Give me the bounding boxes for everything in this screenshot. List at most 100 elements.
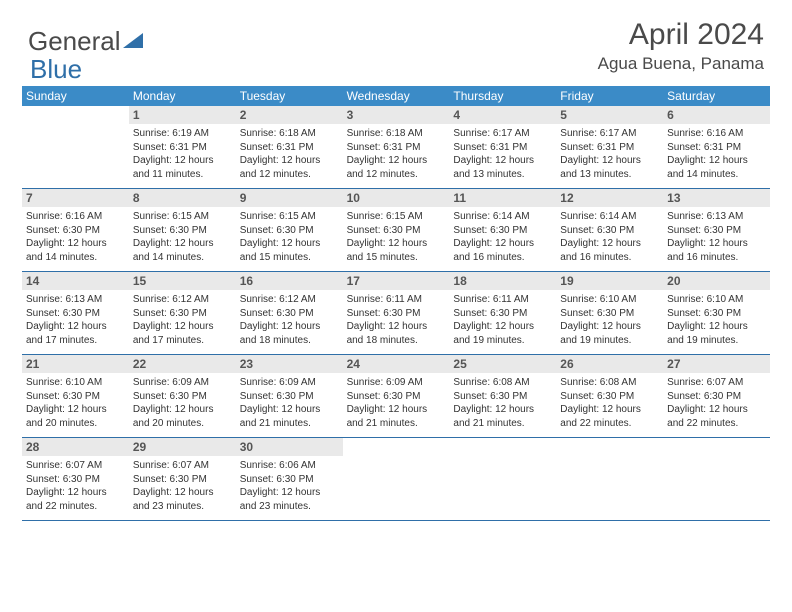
day-details: Sunrise: 6:15 AMSunset: 6:30 PMDaylight:… xyxy=(129,207,236,268)
weekday-header: Saturday xyxy=(663,86,770,106)
logo: General xyxy=(28,18,145,57)
title-block: April 2024 Agua Buena, Panama xyxy=(598,18,764,74)
day-number: 22 xyxy=(129,355,236,373)
day-details: Sunrise: 6:08 AMSunset: 6:30 PMDaylight:… xyxy=(556,373,663,434)
calendar-day: 18Sunrise: 6:11 AMSunset: 6:30 PMDayligh… xyxy=(449,272,556,354)
calendar-day-empty xyxy=(449,438,556,520)
calendar-day: 3Sunrise: 6:18 AMSunset: 6:31 PMDaylight… xyxy=(343,106,450,188)
day-details: Sunrise: 6:07 AMSunset: 6:30 PMDaylight:… xyxy=(129,456,236,517)
day-details: Sunrise: 6:13 AMSunset: 6:30 PMDaylight:… xyxy=(663,207,770,268)
day-details: Sunrise: 6:15 AMSunset: 6:30 PMDaylight:… xyxy=(236,207,343,268)
calendar-week: 28Sunrise: 6:07 AMSunset: 6:30 PMDayligh… xyxy=(22,438,770,521)
day-details: Sunrise: 6:19 AMSunset: 6:31 PMDaylight:… xyxy=(129,124,236,185)
day-number: 4 xyxy=(449,106,556,124)
logo-text-blue: Blue xyxy=(30,54,82,85)
day-number: 6 xyxy=(663,106,770,124)
day-details: Sunrise: 6:12 AMSunset: 6:30 PMDaylight:… xyxy=(236,290,343,351)
calendar-day: 12Sunrise: 6:14 AMSunset: 6:30 PMDayligh… xyxy=(556,189,663,271)
day-number xyxy=(449,438,556,442)
month-title: April 2024 xyxy=(598,18,764,52)
day-details: Sunrise: 6:12 AMSunset: 6:30 PMDaylight:… xyxy=(129,290,236,351)
calendar-week: 14Sunrise: 6:13 AMSunset: 6:30 PMDayligh… xyxy=(22,272,770,355)
triangle-icon xyxy=(123,26,145,57)
calendar-body: 1Sunrise: 6:19 AMSunset: 6:31 PMDaylight… xyxy=(22,106,770,521)
day-details: Sunrise: 6:15 AMSunset: 6:30 PMDaylight:… xyxy=(343,207,450,268)
header: General April 2024 Agua Buena, Panama xyxy=(0,0,792,80)
day-number xyxy=(343,438,450,442)
calendar-day: 2Sunrise: 6:18 AMSunset: 6:31 PMDaylight… xyxy=(236,106,343,188)
calendar-day: 10Sunrise: 6:15 AMSunset: 6:30 PMDayligh… xyxy=(343,189,450,271)
calendar-day: 22Sunrise: 6:09 AMSunset: 6:30 PMDayligh… xyxy=(129,355,236,437)
day-number: 14 xyxy=(22,272,129,290)
weekday-header: Wednesday xyxy=(343,86,450,106)
day-number: 25 xyxy=(449,355,556,373)
day-details: Sunrise: 6:11 AMSunset: 6:30 PMDaylight:… xyxy=(449,290,556,351)
calendar-week: 21Sunrise: 6:10 AMSunset: 6:30 PMDayligh… xyxy=(22,355,770,438)
day-details: Sunrise: 6:18 AMSunset: 6:31 PMDaylight:… xyxy=(236,124,343,185)
calendar-day: 29Sunrise: 6:07 AMSunset: 6:30 PMDayligh… xyxy=(129,438,236,520)
day-details: Sunrise: 6:16 AMSunset: 6:31 PMDaylight:… xyxy=(663,124,770,185)
calendar-day: 7Sunrise: 6:16 AMSunset: 6:30 PMDaylight… xyxy=(22,189,129,271)
calendar-day: 4Sunrise: 6:17 AMSunset: 6:31 PMDaylight… xyxy=(449,106,556,188)
calendar-day: 16Sunrise: 6:12 AMSunset: 6:30 PMDayligh… xyxy=(236,272,343,354)
calendar-day: 13Sunrise: 6:13 AMSunset: 6:30 PMDayligh… xyxy=(663,189,770,271)
calendar-day: 14Sunrise: 6:13 AMSunset: 6:30 PMDayligh… xyxy=(22,272,129,354)
day-number: 27 xyxy=(663,355,770,373)
calendar-day: 24Sunrise: 6:09 AMSunset: 6:30 PMDayligh… xyxy=(343,355,450,437)
calendar-day: 9Sunrise: 6:15 AMSunset: 6:30 PMDaylight… xyxy=(236,189,343,271)
day-number: 26 xyxy=(556,355,663,373)
day-details: Sunrise: 6:14 AMSunset: 6:30 PMDaylight:… xyxy=(556,207,663,268)
day-number: 28 xyxy=(22,438,129,456)
day-number xyxy=(663,438,770,442)
calendar-day: 17Sunrise: 6:11 AMSunset: 6:30 PMDayligh… xyxy=(343,272,450,354)
day-number: 12 xyxy=(556,189,663,207)
weekday-header: Friday xyxy=(556,86,663,106)
day-number: 30 xyxy=(236,438,343,456)
calendar-week: 7Sunrise: 6:16 AMSunset: 6:30 PMDaylight… xyxy=(22,189,770,272)
day-details: Sunrise: 6:09 AMSunset: 6:30 PMDaylight:… xyxy=(236,373,343,434)
weekday-header: Thursday xyxy=(449,86,556,106)
day-number: 5 xyxy=(556,106,663,124)
day-number: 19 xyxy=(556,272,663,290)
day-number: 2 xyxy=(236,106,343,124)
calendar-day: 20Sunrise: 6:10 AMSunset: 6:30 PMDayligh… xyxy=(663,272,770,354)
day-details: Sunrise: 6:13 AMSunset: 6:30 PMDaylight:… xyxy=(22,290,129,351)
day-details: Sunrise: 6:09 AMSunset: 6:30 PMDaylight:… xyxy=(343,373,450,434)
calendar-day: 21Sunrise: 6:10 AMSunset: 6:30 PMDayligh… xyxy=(22,355,129,437)
day-number xyxy=(556,438,663,442)
calendar-day: 23Sunrise: 6:09 AMSunset: 6:30 PMDayligh… xyxy=(236,355,343,437)
day-details: Sunrise: 6:10 AMSunset: 6:30 PMDaylight:… xyxy=(663,290,770,351)
calendar-day-empty xyxy=(556,438,663,520)
day-number: 16 xyxy=(236,272,343,290)
day-number: 29 xyxy=(129,438,236,456)
day-number: 10 xyxy=(343,189,450,207)
day-number: 9 xyxy=(236,189,343,207)
day-number: 20 xyxy=(663,272,770,290)
day-details: Sunrise: 6:14 AMSunset: 6:30 PMDaylight:… xyxy=(449,207,556,268)
day-details: Sunrise: 6:07 AMSunset: 6:30 PMDaylight:… xyxy=(663,373,770,434)
calendar-week: 1Sunrise: 6:19 AMSunset: 6:31 PMDaylight… xyxy=(22,106,770,189)
day-details: Sunrise: 6:16 AMSunset: 6:30 PMDaylight:… xyxy=(22,207,129,268)
day-details: Sunrise: 6:09 AMSunset: 6:30 PMDaylight:… xyxy=(129,373,236,434)
calendar-day: 25Sunrise: 6:08 AMSunset: 6:30 PMDayligh… xyxy=(449,355,556,437)
weekday-header: Sunday xyxy=(22,86,129,106)
calendar-day: 30Sunrise: 6:06 AMSunset: 6:30 PMDayligh… xyxy=(236,438,343,520)
calendar-day-empty xyxy=(343,438,450,520)
day-details: Sunrise: 6:11 AMSunset: 6:30 PMDaylight:… xyxy=(343,290,450,351)
calendar-day: 5Sunrise: 6:17 AMSunset: 6:31 PMDaylight… xyxy=(556,106,663,188)
calendar: SundayMondayTuesdayWednesdayThursdayFrid… xyxy=(22,86,770,521)
calendar-day-empty xyxy=(22,106,129,188)
weekday-header-row: SundayMondayTuesdayWednesdayThursdayFrid… xyxy=(22,86,770,106)
calendar-day: 11Sunrise: 6:14 AMSunset: 6:30 PMDayligh… xyxy=(449,189,556,271)
calendar-day: 19Sunrise: 6:10 AMSunset: 6:30 PMDayligh… xyxy=(556,272,663,354)
day-number: 13 xyxy=(663,189,770,207)
day-number: 8 xyxy=(129,189,236,207)
day-details: Sunrise: 6:07 AMSunset: 6:30 PMDaylight:… xyxy=(22,456,129,517)
day-details: Sunrise: 6:10 AMSunset: 6:30 PMDaylight:… xyxy=(22,373,129,434)
calendar-day: 28Sunrise: 6:07 AMSunset: 6:30 PMDayligh… xyxy=(22,438,129,520)
day-number: 15 xyxy=(129,272,236,290)
day-number xyxy=(22,106,129,110)
day-details: Sunrise: 6:17 AMSunset: 6:31 PMDaylight:… xyxy=(449,124,556,185)
day-number: 21 xyxy=(22,355,129,373)
day-number: 7 xyxy=(22,189,129,207)
